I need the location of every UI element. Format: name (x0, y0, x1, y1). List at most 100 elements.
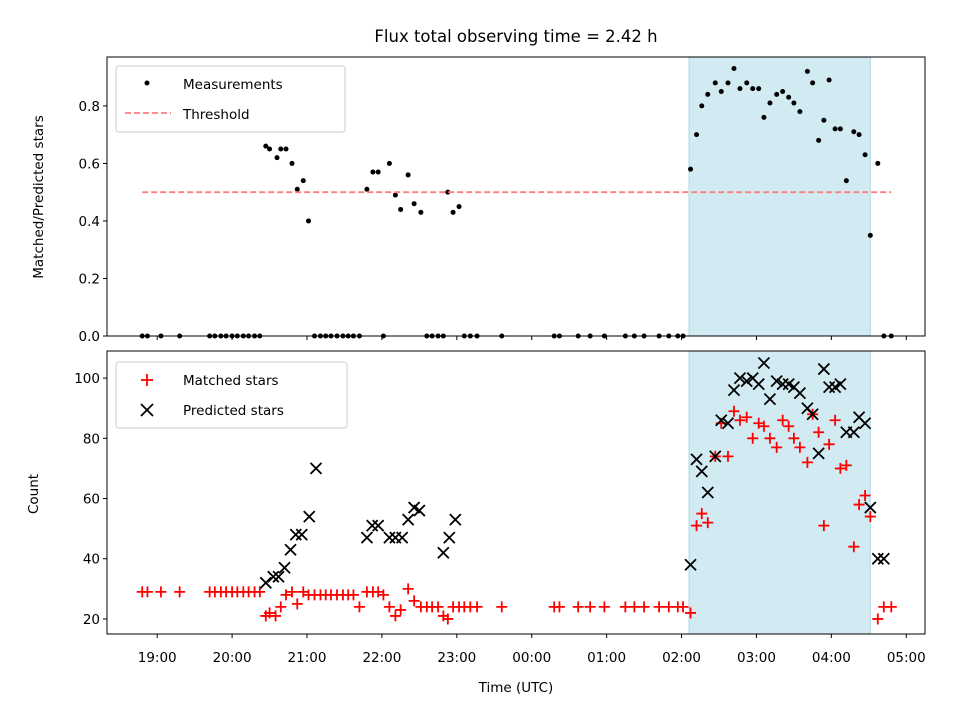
measurement-point (780, 89, 786, 95)
predicted-star-point (309, 462, 323, 475)
predicted-star-point (858, 417, 872, 430)
measurement-point (712, 80, 718, 86)
matched-star-point (864, 511, 876, 523)
measurement-point (750, 86, 756, 92)
matched-star-point (572, 601, 584, 613)
measurement-point (405, 172, 411, 178)
matched-star-point (691, 520, 703, 532)
predicted-star-point (776, 377, 789, 391)
predicted-star-point (437, 546, 450, 559)
matched-star-point (722, 450, 734, 462)
measurement-point (688, 166, 694, 172)
matched-star-point (174, 586, 186, 598)
y-tick-label: 40 (83, 552, 100, 568)
measurement-point (797, 109, 803, 115)
predicted-star-point (709, 450, 722, 463)
matched-star-point (758, 420, 770, 432)
predicted-star-point (727, 384, 741, 397)
measurement-point (767, 100, 773, 106)
y-tick-label: 60 (83, 492, 100, 508)
measurement-point (725, 80, 731, 86)
measurement-point (744, 80, 750, 86)
measurement-point (731, 66, 737, 72)
matched-star-point (734, 414, 746, 426)
matched-star-point (286, 586, 298, 598)
measurement-point (375, 169, 381, 175)
top-axes-frame (106, 56, 926, 337)
measurement-point (450, 209, 456, 215)
predicted-star-point (834, 377, 847, 391)
predicted-star-point (289, 528, 302, 541)
top-y-axis-label: Matched/Predicted stars (31, 115, 47, 278)
measurement-point (392, 192, 398, 198)
x-tick-label: 21:00 (288, 650, 327, 666)
predicted-star-point (871, 552, 884, 565)
matched-star-point (813, 426, 825, 438)
matched-star-point (823, 438, 835, 450)
measurement-point (364, 186, 370, 192)
predicted-star-point (372, 519, 385, 532)
measurement-point (774, 91, 780, 97)
measurement-point (445, 189, 451, 195)
matched-star-point (264, 607, 276, 619)
predicted-star-point (715, 414, 728, 427)
predicted-star-point (812, 447, 825, 460)
x-tick-label: 03:00 (737, 650, 776, 666)
matched-star-point (728, 405, 740, 417)
chart-title: Flux total observing time = 2.42 h (374, 27, 657, 46)
bottom-y-axis-label: Count (26, 474, 42, 514)
matched-star-point (347, 589, 359, 601)
measurement-point (300, 178, 306, 184)
matched-star-point (783, 420, 795, 432)
matched-star-point (598, 601, 610, 613)
matched-star-point (859, 490, 871, 502)
matched-star-point (685, 607, 697, 619)
measurement-point (694, 132, 700, 138)
matched-star-point (885, 601, 897, 613)
measurement-point (306, 218, 312, 224)
top-x-ticks (156, 336, 907, 340)
top-y-ticks: 0.0 0.2 0.4 0.6 0.8 (79, 99, 107, 345)
measurement-point (756, 86, 762, 92)
measurement-point (856, 132, 862, 138)
x-tick-label: 23:00 (437, 650, 476, 666)
predicted-star-point (272, 570, 285, 583)
measurement-point (274, 155, 280, 161)
predicted-star-point (443, 531, 456, 544)
top-panel: 0.00.20.40.60.8 Matched/Predicted stars … (31, 56, 926, 345)
measurement-point (837, 126, 843, 132)
predicted-star-point (449, 513, 462, 526)
measurement-point (699, 103, 705, 109)
measurement-point (843, 178, 849, 184)
predicted-star-point (278, 561, 291, 574)
measurement-point (761, 114, 767, 120)
y-tick-label: 80 (83, 431, 100, 447)
y-tick-label: 0.6 (79, 156, 100, 172)
measurement-point (816, 137, 822, 143)
measurement-point (867, 232, 873, 238)
matched-star-point (383, 601, 395, 613)
legend-predicted-swatch (140, 403, 154, 417)
predicted-star-point (259, 576, 272, 589)
predicted-star-point (757, 356, 771, 370)
predicted-star-point (366, 519, 379, 532)
predicted-star-point (401, 513, 415, 526)
predicted-star-point (740, 374, 753, 388)
legend-matched-label: Matched stars (183, 373, 279, 389)
matched-star-point (377, 589, 389, 601)
matched-star-point (408, 595, 420, 607)
predicted-star-point (733, 371, 747, 385)
predicted-star-point (822, 380, 836, 394)
measurement-point (875, 160, 881, 166)
measurement-point (832, 126, 838, 132)
matched-star-point (353, 601, 365, 613)
matched-star-point (584, 601, 596, 613)
x-tick-label: 00:00 (512, 650, 551, 666)
matched-star-point (291, 598, 303, 610)
matched-star-point (432, 601, 444, 613)
matched-star-point (638, 601, 650, 613)
y-tick-label: 0.4 (79, 214, 100, 230)
matched-star-point (764, 432, 776, 444)
measurement-point (411, 201, 417, 207)
matched-star-point (280, 589, 292, 601)
